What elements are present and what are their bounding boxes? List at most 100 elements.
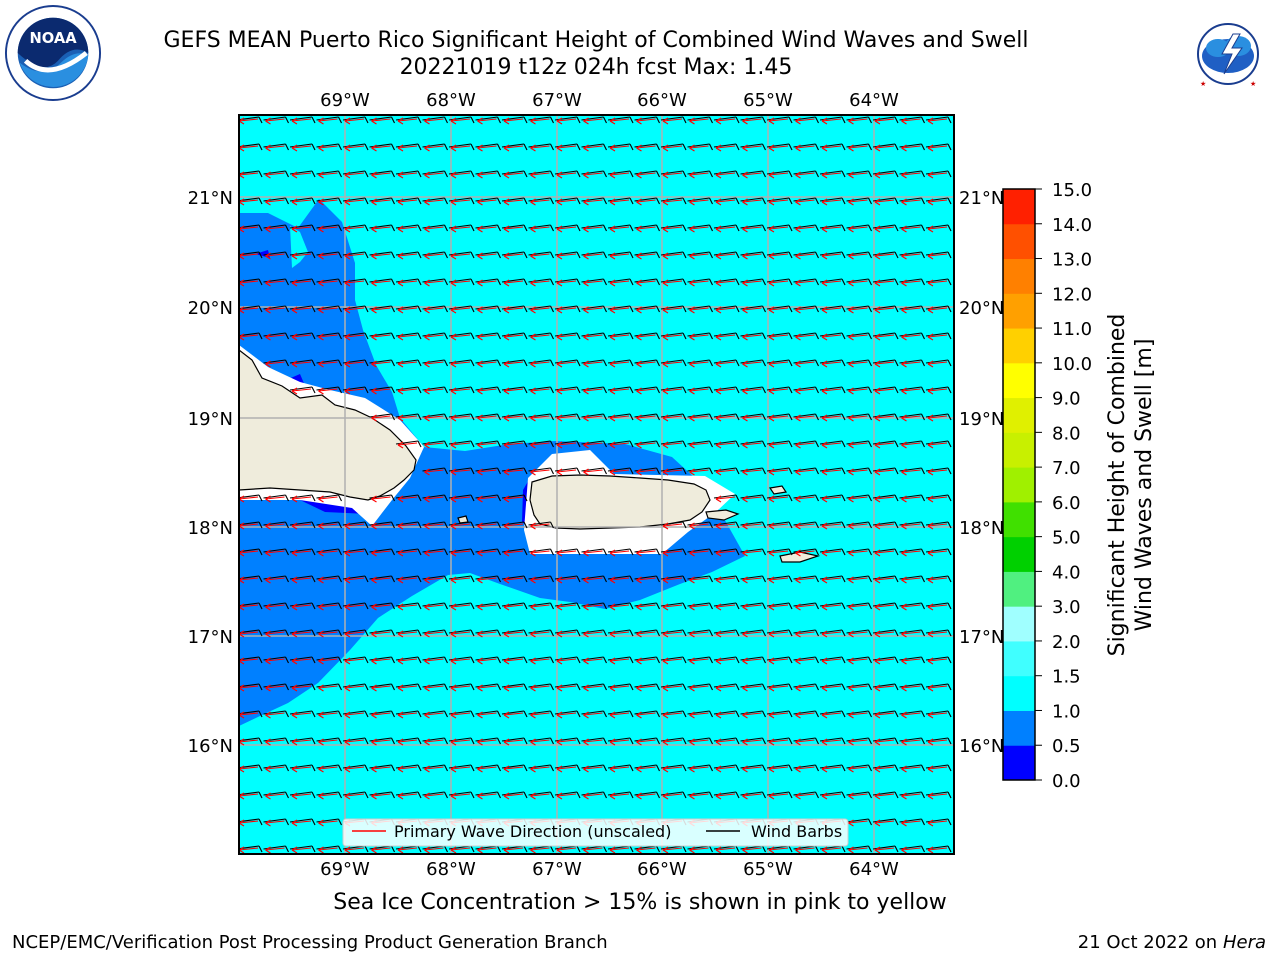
wave-direction-arrow: [742, 118, 762, 122]
wind-barb: [422, 305, 448, 314]
wave-direction-arrow: [715, 361, 736, 365]
wave-direction-arrow: [318, 523, 338, 527]
wave-direction-arrow: [530, 847, 550, 851]
wind-barb: [634, 278, 660, 287]
wind-barb: [713, 170, 740, 179]
wave-direction-arrow: [848, 766, 868, 770]
wind-barb: [342, 602, 369, 611]
wind-barb: [395, 386, 422, 395]
wave-direction-arrow: [556, 199, 577, 203]
wave-direction-arrow: [424, 469, 444, 473]
colorbar-segment: [1003, 501, 1035, 538]
wave-direction-arrow: [874, 577, 895, 581]
wind-barb: [422, 764, 448, 773]
wave-direction-arrow: [291, 118, 312, 122]
wind-barb: [740, 467, 766, 476]
wave-direction-arrow: [265, 550, 285, 554]
wave-direction-arrow: [874, 172, 895, 176]
wind-barb: [819, 278, 846, 287]
wind-barb: [766, 413, 793, 422]
wind-barb: [687, 224, 713, 233]
wave-direction-arrow: [424, 793, 444, 797]
wind-barb: [660, 791, 687, 800]
wind-barb: [607, 116, 634, 125]
wave-direction-arrow: [239, 604, 259, 608]
wave-direction-arrow: [583, 253, 603, 257]
wave-direction-arrow: [291, 496, 312, 500]
wind-barb: [634, 440, 660, 449]
wave-direction-arrow: [344, 577, 365, 581]
wind-barb: [263, 359, 289, 368]
wind-barb: [554, 224, 581, 233]
wave-direction-arrow: [239, 226, 259, 230]
wave-direction-arrow: [874, 118, 895, 122]
wind-barb: [793, 602, 819, 611]
wave-direction-arrow: [397, 658, 418, 662]
wind-barb: [660, 197, 687, 206]
wave-direction-arrow: [477, 388, 497, 392]
wind-barb: [342, 359, 369, 368]
wave-direction-arrow: [583, 604, 603, 608]
wave-direction-arrow: [397, 523, 418, 527]
map-area: [239, 115, 954, 854]
wind-barb: [872, 521, 899, 530]
wind-barb: [793, 548, 819, 557]
wave-direction-arrow: [371, 253, 391, 257]
colorbar-segment: [1003, 745, 1035, 781]
wave-direction-arrow: [901, 307, 921, 311]
wave-direction-arrow: [768, 388, 789, 392]
wind-barb: [846, 710, 872, 719]
wind-barb: [501, 845, 528, 854]
wave-direction-arrow: [662, 766, 683, 770]
wind-barb: [554, 386, 581, 395]
wave-direction-arrow: [795, 226, 815, 230]
wind-barb: [395, 629, 422, 638]
wind-barb: [660, 116, 687, 125]
wave-direction-arrow: [318, 307, 338, 311]
wind-barb: [289, 629, 316, 638]
wind-barb: [660, 359, 687, 368]
wave-direction-arrow: [848, 820, 868, 824]
wave-direction-arrow: [689, 766, 709, 770]
wave-direction-arrow: [742, 145, 762, 149]
wave-direction-arrow: [371, 415, 391, 419]
wave-direction-arrow: [609, 415, 630, 419]
wave-direction-arrow: [556, 388, 577, 392]
wave-direction-arrow: [662, 415, 683, 419]
chart-subtitle: 20221019 t12z 024h fcst Max: 1.45: [399, 55, 793, 80]
wave-direction-arrow: [371, 766, 391, 770]
wind-barb: [501, 359, 528, 368]
wave-direction-arrow: [636, 469, 656, 473]
wave-direction-arrow: [795, 199, 815, 203]
wave-direction-arrow: [450, 712, 471, 716]
wind-barb: [369, 548, 395, 557]
lon-label-top: 66°W: [637, 90, 687, 111]
wind-barb: [342, 737, 369, 746]
wind-barb: [501, 494, 528, 503]
wave-direction-arrow: [239, 820, 259, 824]
wind-barb: [846, 764, 872, 773]
wind-barb: [766, 602, 793, 611]
map-frame: [238, 114, 955, 855]
lat-label-right: 19°N: [959, 409, 1004, 430]
wind-barb: [766, 791, 793, 800]
wave-direction-arrow: [556, 307, 577, 311]
wind-barb: [740, 197, 766, 206]
wind-barb: [581, 764, 607, 773]
wave-direction-arrow: [265, 847, 285, 851]
wave-direction-arrow: [397, 307, 418, 311]
wind-barb: [607, 467, 634, 476]
wave-direction-arrow: [318, 145, 338, 149]
wave-direction-arrow: [874, 685, 895, 689]
wave-direction-arrow: [556, 604, 577, 608]
wind-barb: [448, 170, 475, 179]
wind-barb: [501, 224, 528, 233]
wave-direction-arrow: [715, 469, 736, 473]
wave-direction-arrow: [927, 253, 948, 257]
wave-direction-arrow: [344, 280, 365, 284]
wind-barb: [369, 575, 395, 584]
wave-direction-arrow: [477, 685, 497, 689]
wind-barb: [846, 602, 872, 611]
wind-barb: [687, 575, 713, 584]
wind-barb: [501, 170, 528, 179]
